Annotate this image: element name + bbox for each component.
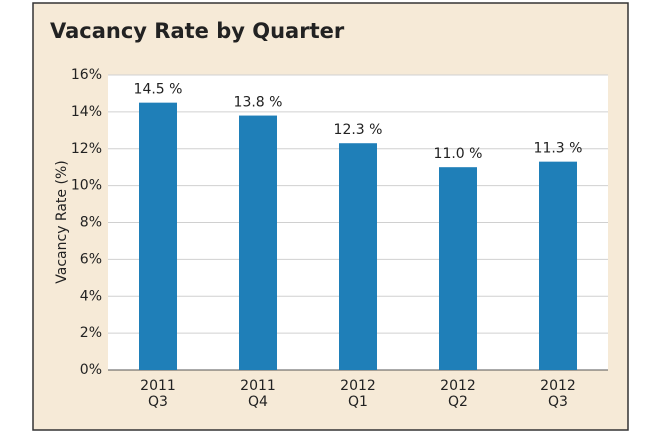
bar (239, 115, 277, 370)
x-tick-label: 2012 Q2 (440, 378, 476, 410)
bar (339, 143, 377, 370)
x-tick-label: 2011 Q4 (240, 378, 276, 410)
x-tick-label: 2011 Q3 (140, 378, 176, 410)
value-label: 14.5 % (134, 82, 183, 98)
x-tick-label: 2012 Q1 (340, 378, 376, 410)
value-label: 13.8 % (234, 95, 283, 111)
y-tick-label: 14% (71, 104, 102, 120)
y-tick-label: 12% (71, 141, 102, 157)
y-tick-label: 6% (80, 251, 102, 267)
bar (439, 167, 477, 370)
bar (539, 161, 577, 370)
y-axis-label: Vacancy Rate (%) (54, 160, 70, 283)
y-tick-label: 16% (71, 67, 102, 83)
y-tick-label: 8% (80, 215, 102, 231)
value-label: 11.0 % (434, 146, 483, 162)
y-tick-label: 10% (71, 178, 102, 194)
y-tick-label: 4% (80, 288, 102, 304)
value-label: 11.3 % (534, 141, 583, 157)
y-tick-label: 2% (80, 325, 102, 341)
chart-title: Vacancy Rate by Quarter (50, 19, 345, 43)
bar (139, 102, 177, 370)
value-label: 12.3 % (334, 122, 383, 138)
y-tick-label: 0% (80, 362, 102, 378)
x-tick-label: 2012 Q3 (540, 378, 576, 410)
